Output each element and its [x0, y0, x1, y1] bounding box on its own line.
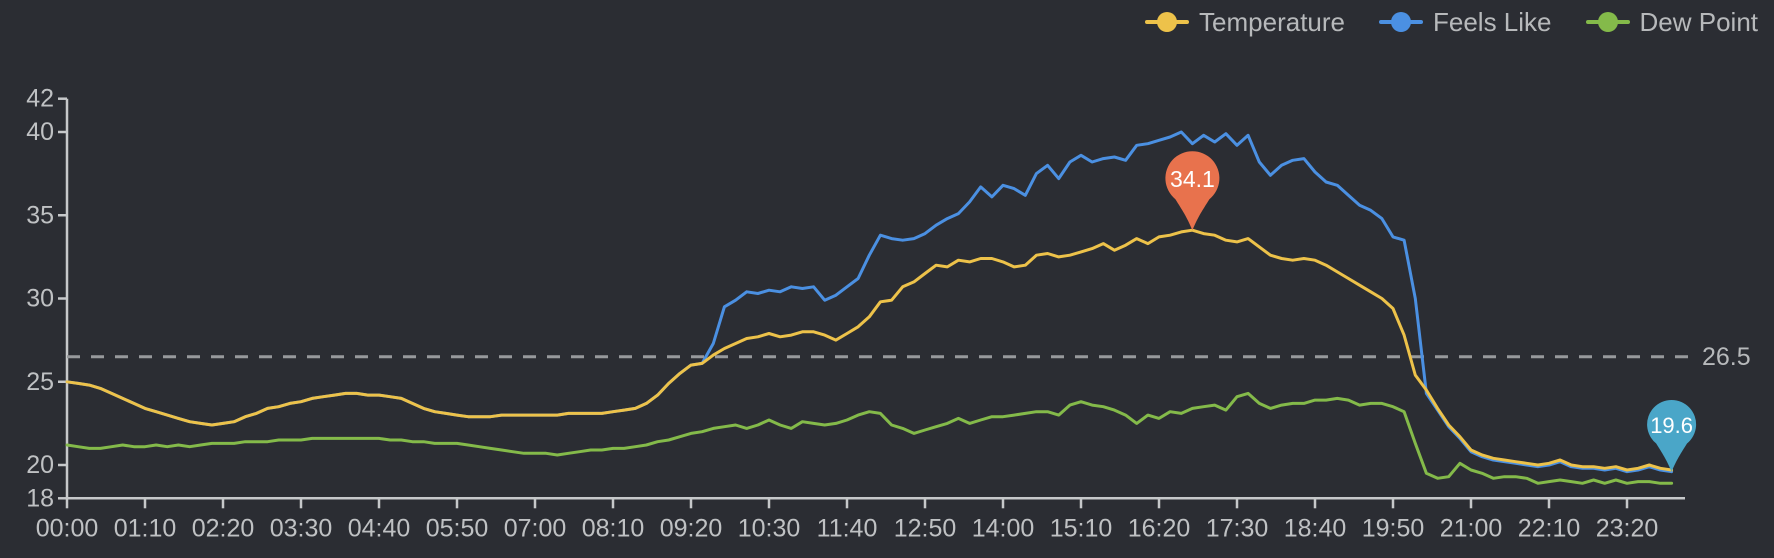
annotation-pin-feels-like: 19.6	[1647, 399, 1697, 472]
y-tick-label: 42	[26, 85, 54, 113]
legend-item-temperature[interactable]: Temperature	[1145, 7, 1345, 38]
x-tick-label: 19:50	[1362, 514, 1425, 542]
x-tick-label: 21:00	[1440, 514, 1503, 542]
x-tick-label: 22:10	[1518, 514, 1581, 542]
x-tick-label: 07:00	[504, 514, 567, 542]
x-tick-label: 18:40	[1284, 514, 1347, 542]
x-tick-label: 05:50	[426, 514, 489, 542]
feels-like-line	[65, 130, 1674, 474]
temperature-legend-marker-icon	[1145, 12, 1190, 32]
x-tick-label: 11:40	[817, 514, 878, 542]
x-tick-label: 23:20	[1596, 514, 1659, 542]
x-tick-label: 02:20	[192, 514, 255, 542]
pin-value-label: 34.1	[1170, 166, 1215, 192]
y-tick-label: 35	[26, 201, 54, 229]
annotation-pin-temperature: 34.1	[1165, 151, 1220, 231]
temperature-line	[65, 228, 1674, 472]
x-tick-label: 12:50	[894, 514, 957, 542]
y-tick-label: 30	[26, 285, 54, 313]
x-tick-label: 10:30	[738, 514, 801, 542]
legend-item-dew-point[interactable]: Dew Point	[1585, 6, 1759, 38]
x-tick-label: 08:10	[582, 514, 645, 542]
dew-point-legend-marker-icon	[1585, 12, 1630, 32]
legend: Temperature Feels Like Dew Point	[1145, 0, 1758, 44]
x-tick-label: 14:00	[972, 514, 1035, 542]
x-tick-label: 00:00	[36, 514, 99, 542]
x-tick-label: 03:30	[270, 514, 333, 542]
series-lines	[65, 130, 1674, 485]
legend-item-feels-like[interactable]: Feels Like	[1379, 7, 1552, 38]
annotation-pins: 34.1 19.6	[1165, 151, 1697, 472]
pin-shape	[1165, 151, 1220, 231]
x-tick-label: 01:10	[114, 514, 177, 542]
x-tick-label: 16:20	[1128, 514, 1191, 542]
legend-label-temperature: Temperature	[1199, 6, 1345, 37]
legend-label-feels-like: Feels Like	[1433, 6, 1552, 37]
y-tick-label: 18	[26, 484, 54, 512]
feels-like-legend-marker-icon	[1379, 12, 1423, 32]
threshold-line-group: 26.5	[67, 343, 1751, 371]
y-tick-label: 25	[26, 368, 54, 396]
legend-label-dew-point: Dew Point	[1639, 6, 1759, 37]
x-tick-label: 09:20	[660, 514, 723, 542]
threshold-label: 26.5	[1702, 343, 1751, 371]
pin-value-label: 19.6	[1650, 413, 1693, 438]
dew-point-line	[65, 391, 1674, 485]
y-tick-label: 40	[26, 118, 54, 146]
pin-shape	[1647, 399, 1697, 472]
x-tick-label: 17:30	[1206, 514, 1269, 542]
y-tick-label: 20	[26, 451, 54, 479]
x-tick-label: 15:10	[1050, 514, 1113, 542]
x-tick-label: 04:40	[348, 514, 411, 542]
